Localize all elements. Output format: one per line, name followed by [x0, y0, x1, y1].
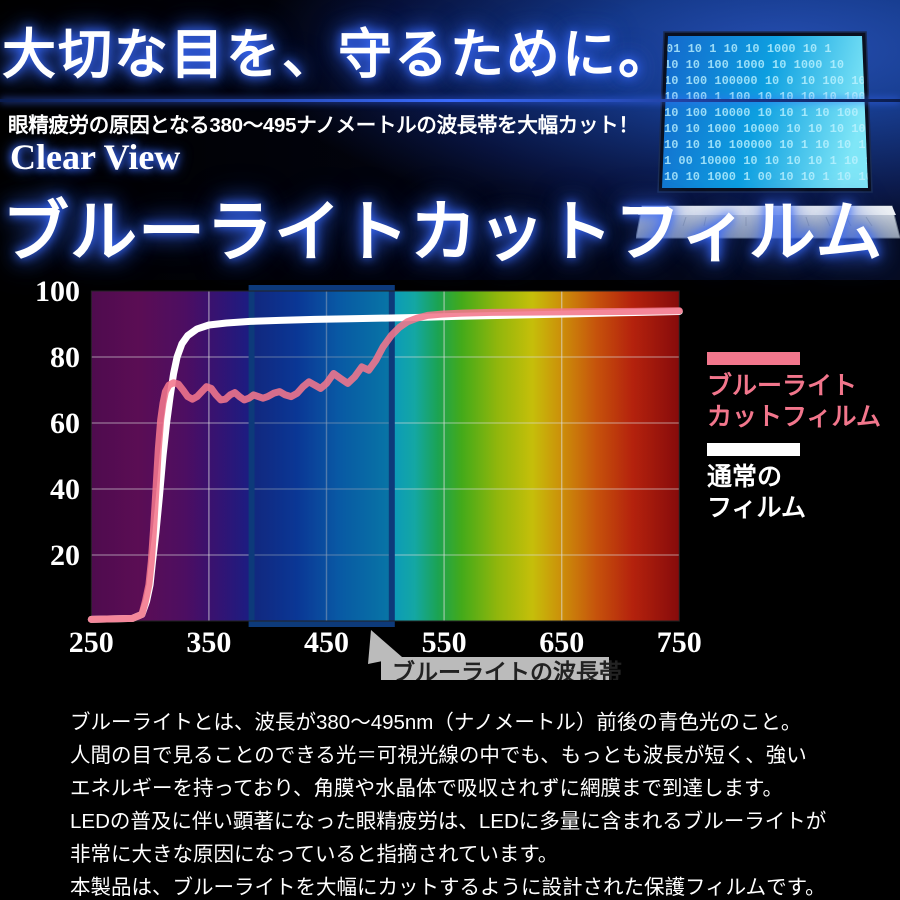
svg-text:40: 40 [50, 473, 80, 506]
svg-text:カットフィルム: カットフィルム [707, 403, 881, 431]
svg-text:350: 350 [186, 626, 231, 659]
svg-text:550: 550 [422, 626, 467, 659]
svg-text:750: 750 [657, 626, 702, 659]
svg-text:通常の: 通常の [707, 463, 782, 491]
svg-text:250: 250 [69, 626, 114, 659]
svg-text:20: 20 [50, 539, 80, 572]
svg-text:ブルーライトの波長帯: ブルーライトの波長帯 [392, 659, 622, 680]
svg-text:ブルーライト: ブルーライト [707, 371, 857, 400]
svg-text:100: 100 [35, 280, 80, 308]
svg-text:60: 60 [50, 407, 80, 440]
svg-text:80: 80 [50, 341, 80, 374]
svg-text:650: 650 [539, 626, 584, 659]
svg-text:フィルム: フィルム [707, 494, 806, 522]
svg-text:450: 450 [304, 626, 349, 659]
